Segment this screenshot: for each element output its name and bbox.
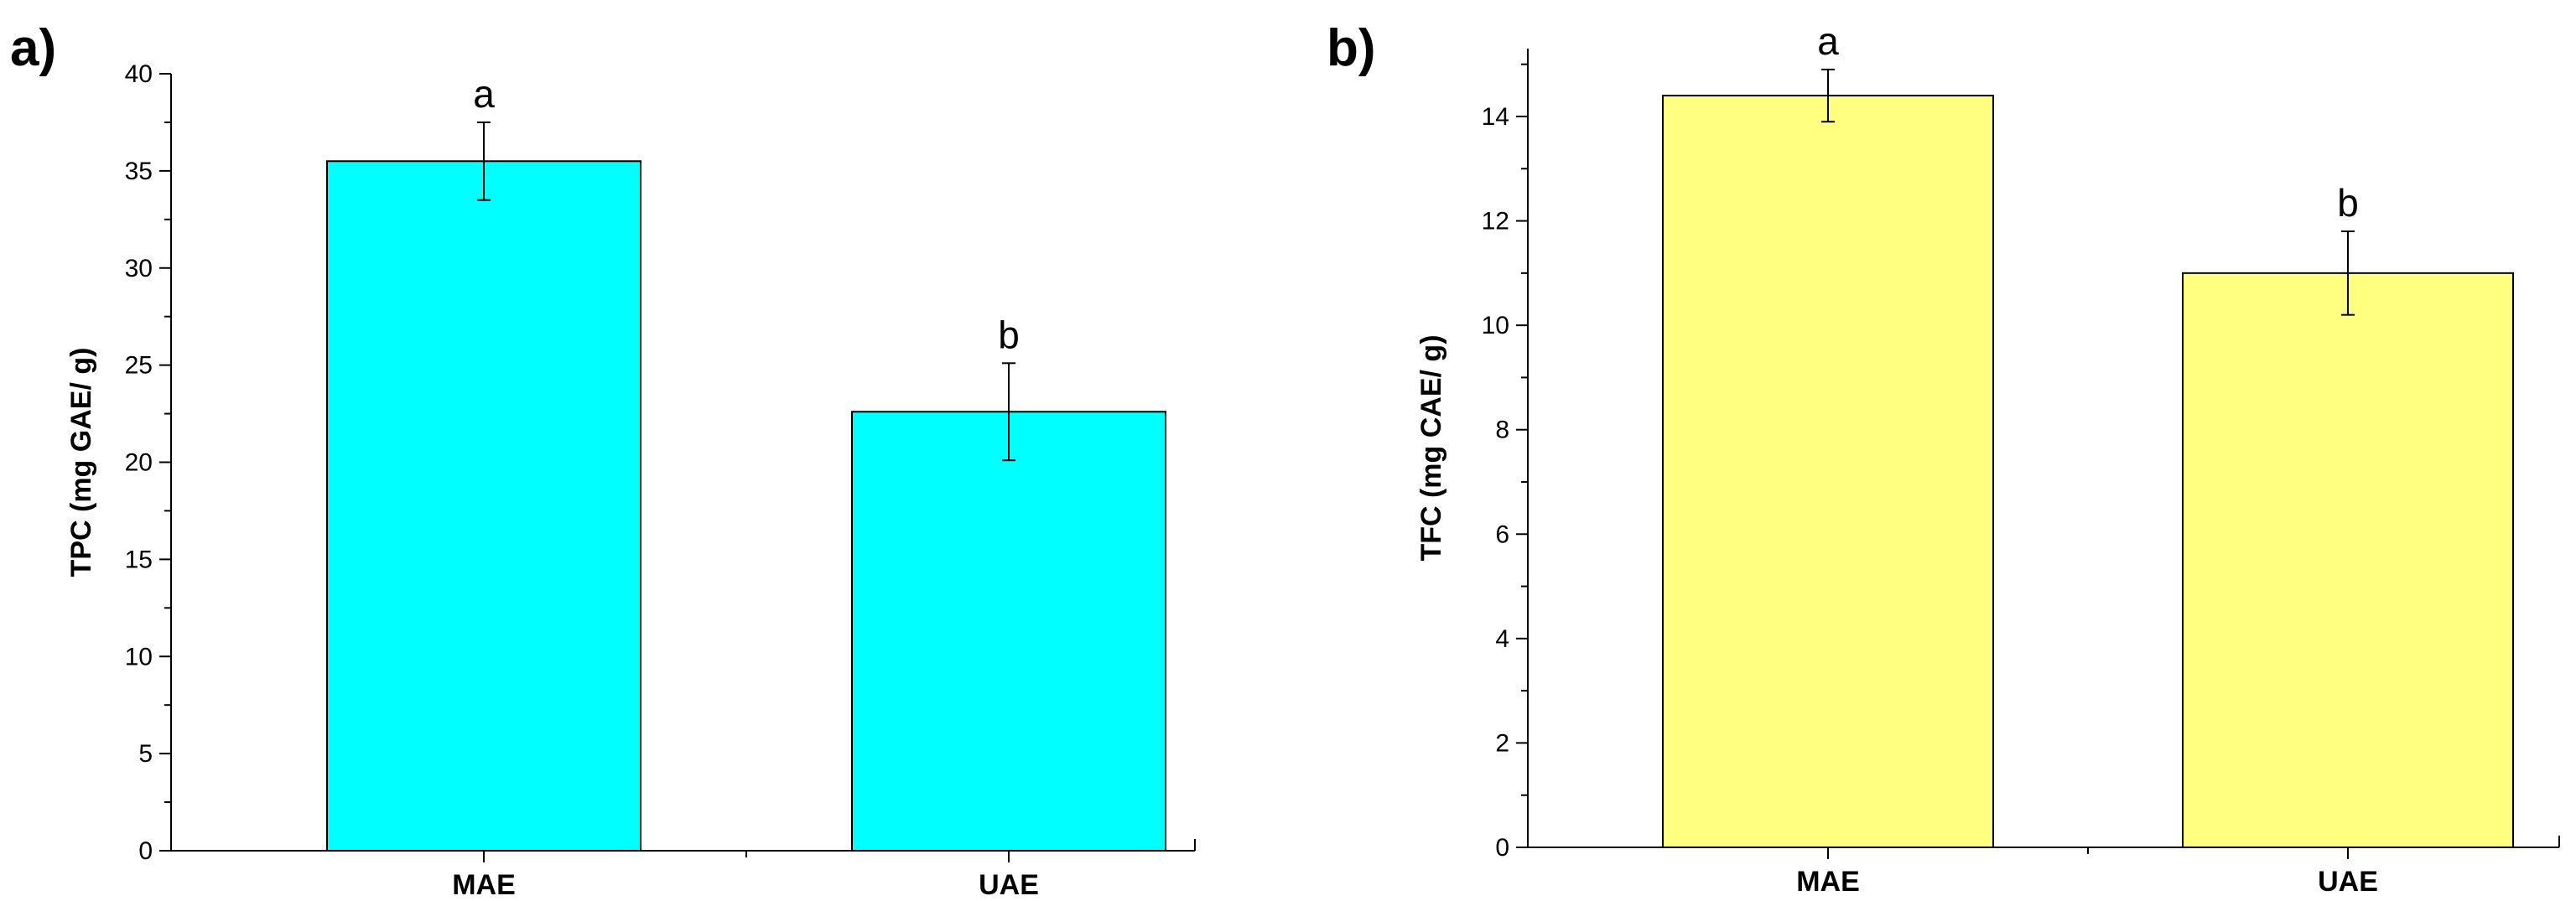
- y-tick-label: 40: [125, 60, 153, 88]
- bar-uae: [851, 411, 1166, 852]
- panel-a: a) a MAE b UAE 0 5 10 15 20 25 30 35 40 TPC (mg GAE/ …: [10, 19, 1196, 901]
- significance-label: b: [998, 313, 1020, 356]
- y-axis-title: TFC (mg CAE/ g): [1415, 334, 1447, 561]
- significance-label: a: [473, 72, 495, 116]
- y-tick-label: 0: [1495, 834, 1509, 862]
- y-tick-label: 15: [125, 546, 153, 573]
- panel-label: a): [10, 19, 56, 77]
- significance-label: b: [2337, 181, 2359, 225]
- y-tick-label: 20: [125, 449, 153, 477]
- x-tick-label: UAE: [979, 869, 1039, 901]
- bar-uae: [2182, 272, 2514, 848]
- y-tick-label: 8: [1495, 417, 1509, 444]
- bar-mae: [326, 160, 641, 852]
- significance-label: a: [1817, 19, 1839, 63]
- y-tick-label: 10: [1482, 312, 1509, 339]
- y-tick-label: 10: [125, 643, 153, 671]
- panel-label: b): [1327, 19, 1376, 77]
- y-tick-label: 4: [1495, 625, 1509, 653]
- y-tick-label: 35: [125, 158, 153, 185]
- y-tick-label: 6: [1495, 520, 1509, 548]
- y-tick-label: 2: [1495, 729, 1509, 757]
- y-tick-label: 30: [125, 255, 153, 282]
- bar-mae: [1662, 95, 1994, 848]
- panel-b: b) a MAE b UAE 0 2 4 6 8 10 12 14 TFC (mg CAE/ g): [1327, 19, 2560, 898]
- y-tick-label: 0: [138, 837, 153, 865]
- x-tick-label: UAE: [2318, 866, 2378, 898]
- y-axis-title: TPC (mg GAE/ g): [65, 348, 97, 577]
- y-tick-label: 14: [1482, 103, 1509, 131]
- y-tick-label: 12: [1482, 208, 1509, 236]
- y-tick-label: 25: [125, 352, 153, 380]
- x-tick-label: MAE: [1796, 866, 1860, 898]
- x-tick-label: MAE: [452, 869, 516, 901]
- y-tick-label: 5: [138, 740, 153, 768]
